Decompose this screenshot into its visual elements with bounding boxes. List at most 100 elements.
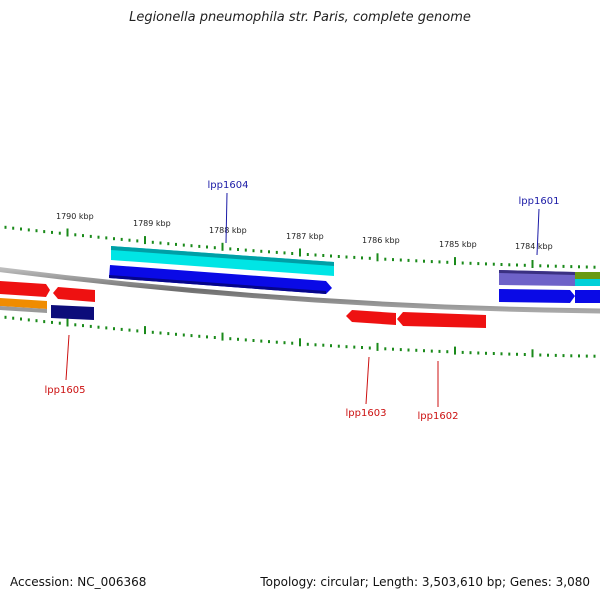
outer-minor-tick [151,240,154,244]
inner-minor-tick [469,351,472,355]
inner-minor-tick [82,324,84,328]
outer-minor-tick [523,263,526,267]
outer-major-tick [66,228,69,237]
gene-label-lpp1603[interactable]: lpp1603 [346,408,387,419]
gene-label-lpp1601[interactable]: lpp1601 [519,196,560,207]
scale-label-1789: 1789 kbp [133,219,171,228]
inner-minor-tick [384,347,387,351]
gene-label-lpp1602[interactable]: lpp1602 [418,411,459,422]
inner-minor-tick [182,333,185,337]
gene-lpp1605-navy[interactable] [51,305,94,320]
gene-left-edge-upper[interactable] [0,281,50,297]
outer-tick-track [4,225,596,269]
outer-minor-tick [12,226,15,230]
inner-minor-tick [252,339,255,342]
inner-minor-tick [477,351,480,355]
gene-label-lpp1604[interactable]: lpp1604 [208,180,249,191]
outer-minor-tick [128,238,131,242]
outer-minor-tick [314,253,317,257]
inner-minor-tick [446,350,449,354]
outer-minor-tick [322,254,325,257]
outer-minor-tick [206,245,208,249]
inner-minor-tick [430,349,433,353]
inner-minor-tick [275,340,278,344]
outer-minor-tick [89,234,92,238]
reverse-strand-features [0,287,486,328]
gene-label-lpp1605[interactable]: lpp1605 [45,385,86,396]
outer-minor-tick [593,265,596,269]
gene-lpp1605-red[interactable] [53,287,95,302]
outer-minor-tick [547,264,549,268]
inner-minor-tick [128,328,131,332]
inner-major-tick [376,342,379,351]
inner-minor-tick [392,347,394,351]
gene-left-edge-orange[interactable] [0,298,47,313]
outer-minor-tick [275,250,278,254]
inner-minor-tick [12,316,15,320]
gene-right-edge-upper[interactable] [575,272,600,286]
inner-minor-tick [58,321,61,325]
inner-minor-tick [206,335,208,339]
outer-minor-tick [229,247,232,251]
outer-minor-tick [384,257,387,261]
inner-minor-tick [51,320,53,324]
inner-minor-tick [35,319,38,323]
inner-minor-tick [539,353,542,357]
inner-minor-tick [120,327,123,331]
gene-lpp1602[interactable] [397,312,486,328]
outer-minor-tick [554,264,557,268]
inner-minor-tick [508,352,511,356]
outer-minor-tick [345,255,348,259]
outer-minor-tick [500,263,503,266]
outer-minor-tick [35,229,38,233]
gene-lpp1604-upper[interactable] [111,246,334,276]
outer-minor-tick [539,264,542,268]
inner-minor-tick [4,315,7,319]
gene-lpp1601-upper[interactable] [499,270,575,286]
outer-minor-tick [27,228,30,232]
outer-minor-tick [407,258,410,262]
outer-minor-tick [585,265,588,269]
leader-lpp1605 [65,334,70,381]
outer-minor-tick [423,259,425,263]
inner-minor-tick [151,330,154,334]
scale-label-1786: 1786 kbp [362,236,400,245]
outer-minor-tick [58,231,61,235]
inner-minor-tick [244,338,247,342]
outer-minor-tick [368,256,371,260]
inner-minor-tick [291,341,294,345]
outer-minor-tick [268,250,270,254]
inner-minor-tick [415,348,418,352]
outer-minor-tick [469,261,472,265]
leader-lpp1603 [365,356,370,405]
outer-minor-tick [485,262,487,266]
inner-minor-tick [438,349,441,353]
leader-lpp1601 [536,208,540,256]
outer-minor-tick [392,258,394,262]
outer-minor-tick [430,260,433,264]
inner-minor-tick [159,331,162,335]
inner-minor-tick [20,317,22,321]
inner-minor-tick [399,348,402,352]
gene-lpp1601-lower[interactable] [499,289,600,303]
outer-minor-tick [82,234,84,238]
inner-minor-tick [570,354,573,358]
outer-minor-tick [461,261,464,265]
outer-minor-tick [337,255,340,258]
scale-label-1785: 1785 kbp [439,240,477,249]
outer-minor-tick [562,264,565,268]
outer-major-tick [299,248,301,257]
outer-minor-tick [237,248,239,251]
outer-major-tick [376,253,379,262]
inner-minor-tick [485,351,487,355]
inner-minor-tick [578,354,580,358]
outer-minor-tick [244,248,247,252]
inner-minor-tick [423,349,425,353]
outer-minor-tick [415,259,418,263]
inner-minor-tick [516,352,518,356]
outer-minor-tick [74,233,77,237]
inner-minor-tick [314,343,317,347]
gene-lpp1603[interactable] [346,310,396,325]
gene-lpp1604-lower[interactable] [109,265,332,294]
